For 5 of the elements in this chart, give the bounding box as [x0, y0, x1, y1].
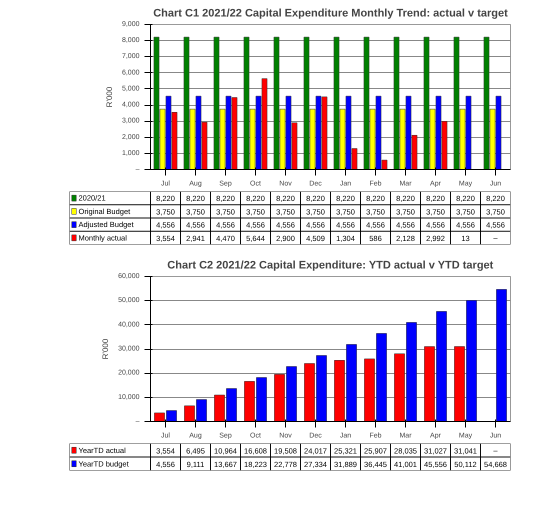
y-axis-title: R'000: [104, 86, 114, 108]
bar: [496, 289, 507, 422]
chart-title: Chart C2 2021/22 Capital Expenditure: YTD actual v YTD target: [167, 260, 494, 272]
chart-title: Chart C1 2021/22 Capital Expenditure Monthly Trend: actual v target: [153, 8, 508, 20]
y-axis-title: R'000: [101, 338, 110, 360]
